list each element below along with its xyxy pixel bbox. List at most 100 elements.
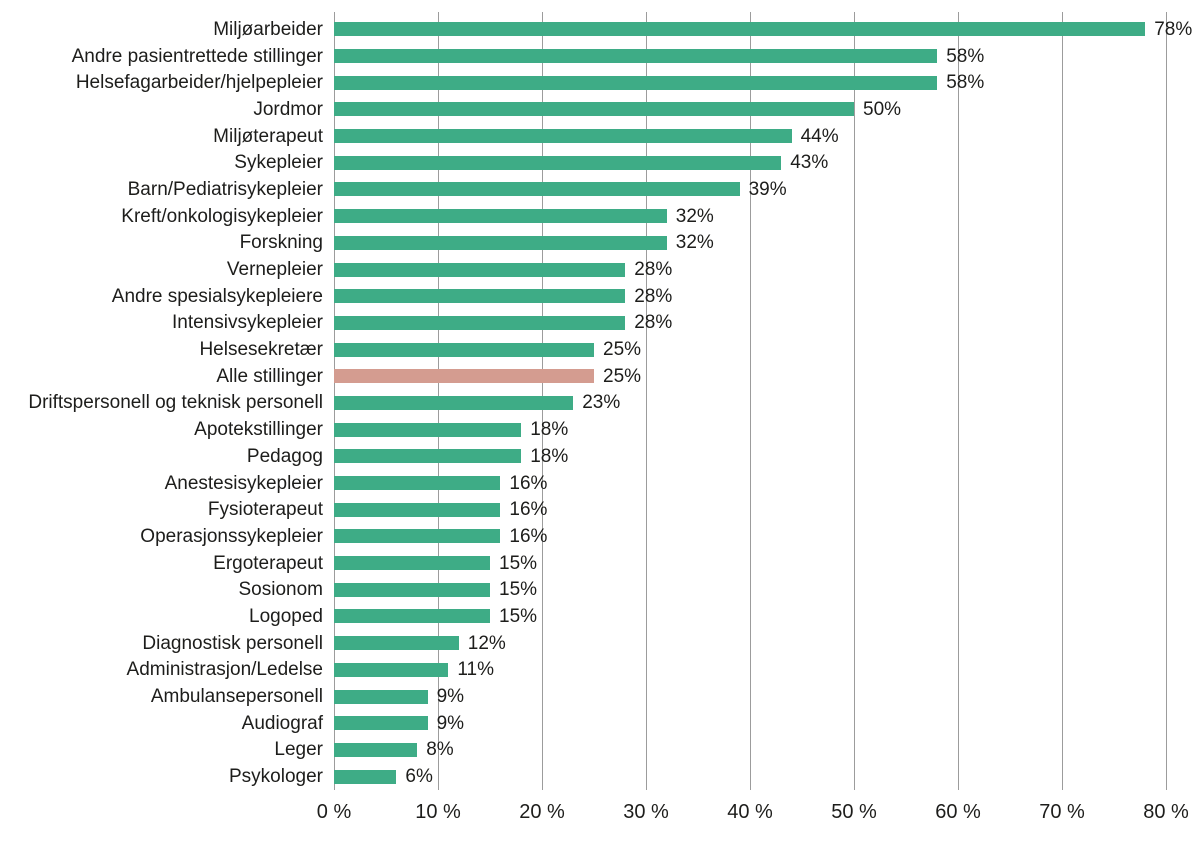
value-label: 78% (1154, 18, 1193, 40)
category-label: Miljøarbeider (213, 18, 323, 40)
bar (334, 289, 626, 304)
bar-track: 8% (334, 737, 1166, 764)
category-label: Psykologer (229, 766, 323, 788)
category-label: Miljøterapeut (213, 125, 323, 147)
category-label: Helsesekretær (199, 339, 323, 361)
bar-row: Barn/Pediatrisykepleier 39% (0, 176, 1200, 203)
bar-row: Fysioterapeut 16% (0, 496, 1200, 523)
category-label: Barn/Pediatrisykepleier (127, 178, 323, 200)
bar (334, 476, 501, 491)
bar-track: 39% (334, 176, 1166, 203)
value-label: 28% (634, 285, 673, 307)
bar-track: 15% (334, 576, 1166, 603)
x-axis: 0 % 10 % 20 % 30 % 40 % 50 % 60 % 70 % 80 % (317, 801, 1189, 831)
x-tick-label: 50 % (831, 801, 877, 823)
bar-row: Leger 8% (0, 737, 1200, 764)
bar-track: 28% (334, 256, 1166, 283)
value-label: 16% (509, 499, 548, 521)
bar-row: Ambulansepersonell 9% (0, 683, 1200, 710)
category-label: Vernepleier (226, 259, 323, 281)
category-label: Leger (274, 739, 323, 761)
bar-row: Sykepleier 43% (0, 149, 1200, 176)
bar (334, 609, 490, 624)
value-label: 11% (457, 659, 495, 681)
bar-row: Logoped 15% (0, 603, 1200, 630)
value-label: 8% (426, 739, 454, 761)
bar-row: Andre spesialsykepleiere 28% (0, 283, 1200, 310)
bar-track: 18% (334, 443, 1166, 470)
bar (334, 422, 522, 437)
x-tick-label: 40 % (727, 801, 773, 823)
bar (334, 716, 428, 731)
value-label: 12% (467, 632, 506, 654)
bar-row: Vernepleier 28% (0, 256, 1200, 283)
value-label: 25% (603, 339, 642, 361)
gridline (1061, 12, 1063, 790)
bar-row: Audiograf 9% (0, 710, 1200, 737)
bar-track: 12% (334, 630, 1166, 657)
bar-row: Administrasjon/Ledelse 11% (0, 657, 1200, 684)
bar-track: 32% (334, 203, 1166, 230)
bar-track: 15% (334, 603, 1166, 630)
category-label: Operasjonssykepleier (140, 525, 323, 547)
bar (334, 155, 782, 170)
category-label: Ergoterapeut (213, 552, 323, 574)
category-label: Andre pasientrettede stillinger (71, 45, 323, 67)
category-label: Logoped (249, 605, 323, 627)
bar-track: 58% (334, 69, 1166, 96)
bar-row: Andre pasientrettede stillinger 58% (0, 43, 1200, 70)
x-tick-label: 30 % (623, 801, 669, 823)
highlighted-bar (334, 369, 594, 384)
bar (334, 182, 740, 197)
bar (334, 556, 490, 571)
bar-track: 9% (334, 683, 1166, 710)
bar-track: 16% (334, 496, 1166, 523)
category-label: Intensivsykepleier (171, 312, 323, 334)
bar (334, 209, 667, 224)
bar-track: 11% (334, 657, 1166, 684)
category-label: Jordmor (253, 98, 323, 120)
bar-row: Anestesisykepleier 16% (0, 470, 1200, 497)
bar-track: 18% (334, 416, 1166, 443)
gridline (749, 12, 751, 790)
category-label: Forskning (239, 232, 323, 254)
gridline (957, 12, 959, 790)
x-tick-label: 20 % (519, 801, 565, 823)
bar-track: 6% (334, 763, 1166, 790)
bar (334, 75, 938, 90)
category-label: Sykepleier (234, 152, 323, 174)
value-label: 16% (509, 525, 548, 547)
bar-row: Diagnostisk personell 12% (0, 630, 1200, 657)
bar-track: 50% (334, 96, 1166, 123)
value-label: 32% (675, 232, 714, 254)
value-label: 9% (436, 686, 465, 708)
category-label: Apotekstillinger (194, 419, 323, 441)
category-label: Pedagog (246, 445, 323, 467)
bar-track: 44% (334, 123, 1166, 150)
bar (334, 262, 626, 277)
bar (334, 22, 1146, 37)
gridline (853, 12, 855, 790)
value-label: 44% (800, 125, 839, 147)
bar (334, 582, 490, 597)
value-label: 58% (946, 45, 985, 67)
value-label: 18% (530, 445, 569, 467)
bar (334, 529, 501, 544)
bar-row: Pedagog 18% (0, 443, 1200, 470)
bar-row: Miljøarbeider 78% (0, 16, 1200, 43)
bar (334, 742, 418, 757)
bar-row: Ergoterapeut 15% (0, 550, 1200, 577)
bar-track: 43% (334, 149, 1166, 176)
category-label: Kreft/onkologisykepleier (121, 205, 323, 227)
bar-row: Alle stillinger 25% (0, 363, 1200, 390)
bar (334, 129, 792, 144)
bar-track: 28% (334, 283, 1166, 310)
bar-row: Intensivsykepleier 28% (0, 310, 1200, 337)
bar-track: 16% (334, 470, 1166, 497)
x-tick-label: 10 % (415, 801, 461, 823)
bar-track: 9% (334, 710, 1166, 737)
bar (334, 662, 449, 677)
value-label: 18% (530, 419, 569, 441)
bar-row: Operasjonssykepleier 16% (0, 523, 1200, 550)
